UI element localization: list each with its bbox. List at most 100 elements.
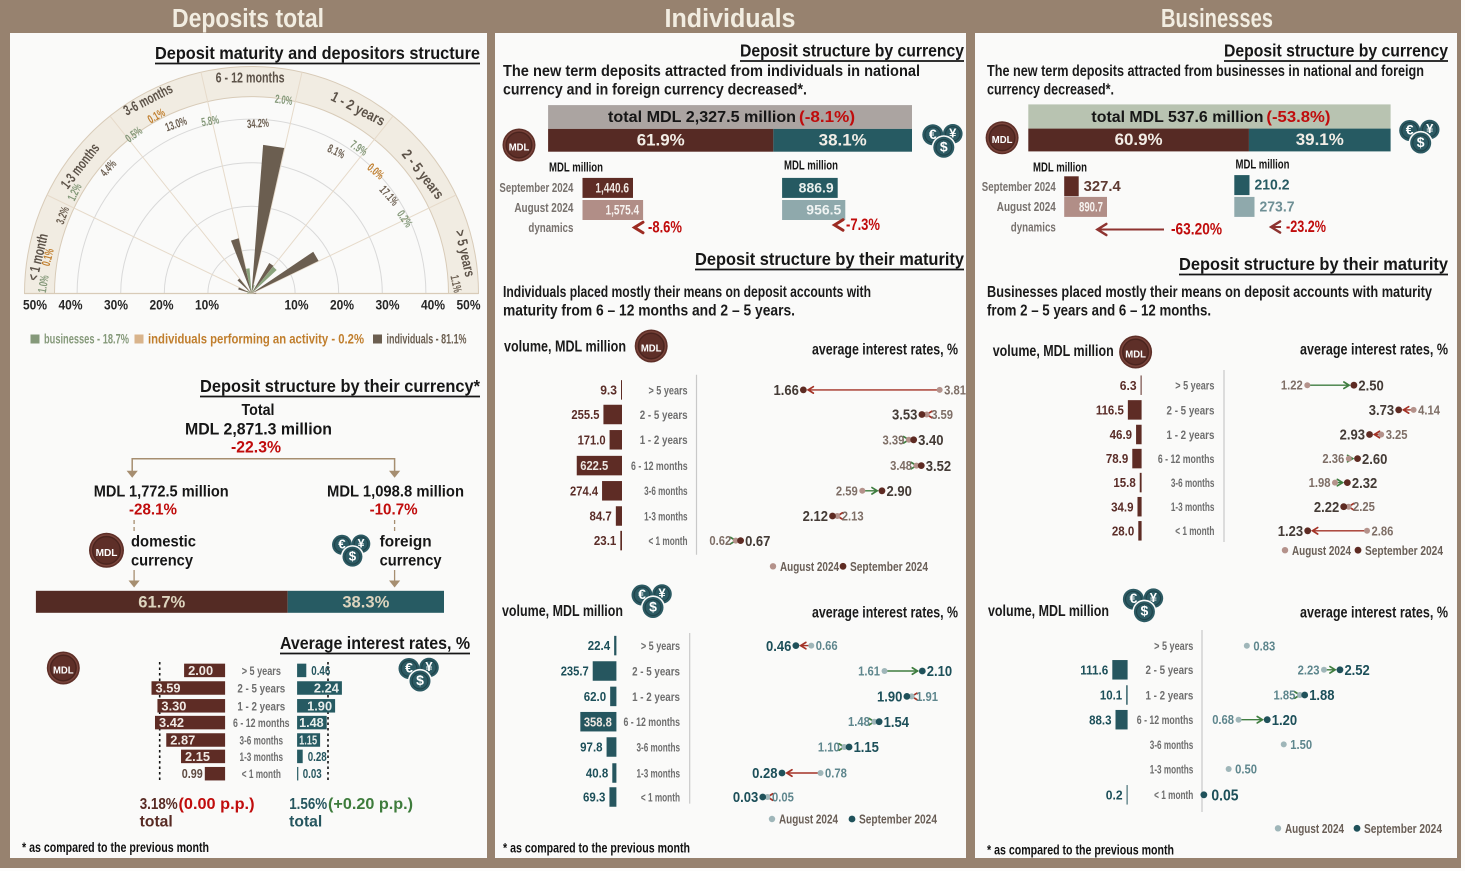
svg-text:2.25: 2.25 bbox=[1353, 500, 1375, 514]
svg-text:€: € bbox=[638, 586, 646, 602]
svg-text:€: € bbox=[929, 126, 937, 142]
svg-text:38.1%: 38.1% bbox=[819, 131, 867, 149]
svg-text:0.03: 0.03 bbox=[303, 767, 322, 781]
svg-text:34.9: 34.9 bbox=[1111, 499, 1133, 514]
svg-text:235.7: 235.7 bbox=[561, 664, 589, 679]
svg-text:30%: 30% bbox=[104, 298, 128, 313]
svg-text:average interest rates, %: average interest rates, % bbox=[812, 605, 958, 622]
svg-text:-28.1%: -28.1% bbox=[129, 502, 177, 519]
svg-text:0.67: 0.67 bbox=[745, 534, 770, 550]
svg-text:1 - 2 years: 1 - 2 years bbox=[1145, 688, 1193, 702]
svg-text:0.2: 0.2 bbox=[1106, 787, 1123, 802]
svg-text:* as compared to the previous: * as compared to the previous month bbox=[987, 843, 1174, 858]
svg-text:(+0.20 p.p.): (+0.20 p.p.) bbox=[328, 796, 413, 813]
svg-text:Total: Total bbox=[242, 402, 275, 419]
svg-text:3.59: 3.59 bbox=[931, 408, 953, 422]
svg-text:0.28: 0.28 bbox=[752, 766, 777, 782]
svg-text:* as compared to the previous: * as compared to the previous month bbox=[22, 840, 209, 855]
svg-text:88.3: 88.3 bbox=[1089, 712, 1111, 727]
svg-text:2 - 5 years: 2 - 5 years bbox=[640, 408, 688, 422]
svg-text:total MDL 537.6 million: total MDL 537.6 million bbox=[1091, 109, 1263, 126]
svg-text:3.53: 3.53 bbox=[892, 408, 917, 424]
svg-text:September 2024: September 2024 bbox=[859, 812, 938, 827]
svg-text:MDL: MDL bbox=[1125, 349, 1146, 360]
svg-text:78.9: 78.9 bbox=[1106, 451, 1128, 466]
svg-text:2.32: 2.32 bbox=[1352, 476, 1377, 492]
svg-text:total: total bbox=[140, 814, 173, 831]
svg-text:2.36: 2.36 bbox=[1322, 452, 1344, 466]
svg-text:6 - 12 months: 6 - 12 months bbox=[623, 715, 680, 729]
svg-text:volume, MDL million: volume, MDL million bbox=[502, 603, 623, 620]
svg-text:> 5 years: > 5 years bbox=[242, 664, 281, 678]
svg-text:> 5 years: > 5 years bbox=[1154, 639, 1193, 653]
svg-text:MDL: MDL bbox=[992, 135, 1013, 146]
svg-text:97.8: 97.8 bbox=[580, 740, 602, 755]
svg-text:-63.20%: -63.20% bbox=[1171, 221, 1222, 239]
svg-text:MDL million: MDL million bbox=[784, 158, 838, 173]
svg-text:0.78: 0.78 bbox=[825, 767, 847, 781]
svg-text:62.0: 62.0 bbox=[584, 689, 606, 704]
svg-text:currency and in foreign curren: currency and in foreign currency decreas… bbox=[503, 82, 807, 99]
svg-text:886.9: 886.9 bbox=[799, 181, 834, 196]
svg-text:38.3%: 38.3% bbox=[342, 592, 389, 611]
svg-text:-22.3%: -22.3% bbox=[231, 439, 281, 457]
svg-text:from 2 – 5 years and 6 – 12 mo: from 2 – 5 years and 6 – 12 months. bbox=[987, 303, 1211, 320]
svg-text:255.5: 255.5 bbox=[571, 407, 599, 422]
svg-text:40%: 40% bbox=[421, 298, 445, 313]
svg-text:84.7: 84.7 bbox=[589, 509, 611, 524]
svg-text:$: $ bbox=[1141, 603, 1149, 619]
svg-text:1.90: 1.90 bbox=[877, 690, 902, 706]
svg-text:1.10: 1.10 bbox=[818, 741, 840, 755]
svg-text:¥: ¥ bbox=[658, 586, 666, 601]
svg-text:2.12: 2.12 bbox=[803, 509, 828, 525]
svg-text:volume, MDL million: volume, MDL million bbox=[993, 343, 1114, 360]
svg-text:average interest rates, %: average interest rates, % bbox=[1300, 342, 1448, 359]
svg-text:622.5: 622.5 bbox=[580, 458, 608, 473]
svg-text:MDL 1,098.8 million: MDL 1,098.8 million bbox=[327, 484, 464, 501]
svg-text:< 1 month: < 1 month bbox=[1175, 524, 1214, 538]
svg-text:Deposits total: Deposits total bbox=[172, 5, 324, 33]
svg-text:1.15: 1.15 bbox=[299, 734, 317, 748]
svg-text:$: $ bbox=[649, 598, 657, 614]
svg-text:MDL: MDL bbox=[96, 547, 118, 559]
svg-text:2.87: 2.87 bbox=[170, 734, 195, 748]
svg-text:total: total bbox=[289, 814, 322, 831]
svg-text:1.20: 1.20 bbox=[1272, 713, 1297, 729]
svg-text:15.8: 15.8 bbox=[1113, 475, 1135, 490]
svg-text:20%: 20% bbox=[330, 298, 354, 313]
svg-text:1.23: 1.23 bbox=[1278, 524, 1303, 540]
svg-text:0.62: 0.62 bbox=[709, 534, 731, 548]
svg-text:¥: ¥ bbox=[1426, 121, 1434, 136]
svg-text:2 - 5 years: 2 - 5 years bbox=[1145, 663, 1193, 677]
svg-text:6 - 12 months: 6 - 12 months bbox=[216, 70, 285, 86]
svg-text:MDL 2,871.3 million: MDL 2,871.3 million bbox=[185, 420, 332, 439]
svg-text:September 2024: September 2024 bbox=[850, 559, 929, 574]
svg-text:Businesses: Businesses bbox=[1161, 5, 1273, 33]
svg-text:6.3: 6.3 bbox=[1120, 378, 1137, 393]
svg-text:1.90: 1.90 bbox=[307, 699, 332, 713]
svg-text:The new term deposits attracte: The new term deposits attracted from bus… bbox=[987, 63, 1424, 80]
svg-text:2.10: 2.10 bbox=[927, 664, 952, 680]
svg-text:0.46: 0.46 bbox=[311, 664, 330, 678]
svg-text:3.42: 3.42 bbox=[159, 716, 184, 730]
svg-text:1-3 months: 1-3 months bbox=[240, 750, 284, 764]
svg-text:maturity from 6 – 12 months an: maturity from 6 – 12 months and 2 – 5 ye… bbox=[503, 303, 795, 320]
svg-text:34.2%: 34.2% bbox=[246, 116, 269, 132]
svg-text:1 - 2 years: 1 - 2 years bbox=[640, 433, 688, 447]
svg-text:August 2024: August 2024 bbox=[780, 559, 840, 574]
svg-text:average interest rates, %: average interest rates, % bbox=[1300, 605, 1448, 622]
svg-text:(0.00 p.p.): (0.00 p.p.) bbox=[179, 796, 255, 813]
svg-text:$: $ bbox=[1417, 134, 1425, 150]
svg-text:3.18%: 3.18% bbox=[140, 796, 178, 813]
svg-text:1.1%: 1.1% bbox=[447, 274, 464, 294]
svg-text:-8.6%: -8.6% bbox=[648, 219, 682, 237]
svg-text:1.22: 1.22 bbox=[1281, 379, 1303, 393]
svg-text:3.2%: 3.2% bbox=[53, 204, 72, 226]
svg-text:890.7: 890.7 bbox=[1079, 200, 1103, 215]
svg-text:210.2: 210.2 bbox=[1255, 178, 1290, 194]
svg-text:0.66: 0.66 bbox=[816, 639, 838, 653]
svg-text:274.4: 274.4 bbox=[570, 483, 599, 498]
svg-text:6 - 12 months: 6 - 12 months bbox=[233, 716, 290, 730]
svg-text:$: $ bbox=[349, 548, 357, 563]
svg-text:Deposit structure by their cur: Deposit structure by their currency* bbox=[200, 376, 480, 396]
